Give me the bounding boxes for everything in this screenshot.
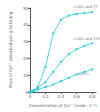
svg-text:0.2: 0.2 xyxy=(42,94,49,99)
svg-text:20: 20 xyxy=(23,56,29,61)
svg-text:50: 50 xyxy=(23,6,29,11)
svg-text:0: 0 xyxy=(29,94,32,99)
svg-text:Concentration of Cu²⁺ (mole ·: Concentration of Cu²⁺ (mole · L⁻¹) xyxy=(29,103,97,108)
svg-text:0: 0 xyxy=(25,89,28,95)
svg-text:CuSO₄ and TEPA: CuSO₄ and TEPA xyxy=(73,37,100,41)
svg-text:10: 10 xyxy=(23,73,29,78)
svg-text:CuSO₄: CuSO₄ xyxy=(78,72,90,77)
svg-text:0.8: 0.8 xyxy=(89,94,96,99)
svg-text:0.6: 0.6 xyxy=(73,94,80,99)
svg-text:Mass of Cu²⁺ adsorbed per g Al: Mass of Cu²⁺ adsorbed per g Al₂O₃/mg xyxy=(8,11,13,88)
svg-text:40: 40 xyxy=(23,22,29,27)
svg-text:30: 30 xyxy=(23,39,29,44)
svg-text:0.4: 0.4 xyxy=(58,94,65,99)
svg-text:CuSO₄ and TT: CuSO₄ and TT xyxy=(73,5,98,9)
